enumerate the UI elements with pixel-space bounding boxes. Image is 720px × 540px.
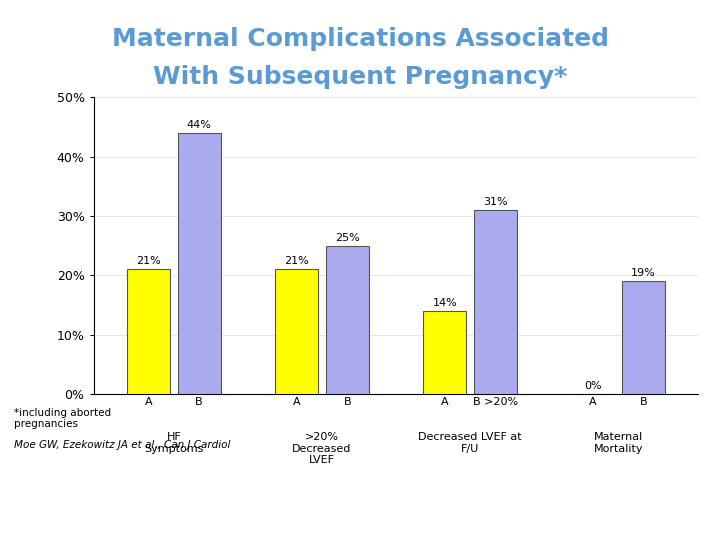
Text: 21%: 21% (136, 256, 161, 267)
Bar (325, 246, 369, 394)
Bar (127, 269, 170, 394)
Text: Decreased LVEF at
F/U: Decreased LVEF at F/U (418, 432, 522, 454)
Text: Heart Failure Guidelines: Heart Failure Guidelines (230, 500, 476, 518)
Text: With Subsequent Pregnancy*: With Subsequent Pregnancy* (153, 65, 567, 89)
Bar (178, 133, 221, 394)
Bar (622, 281, 665, 394)
Text: 0%: 0% (584, 381, 602, 391)
Text: 14%: 14% (433, 298, 457, 308)
Text: www.ccs.ca: www.ccs.ca (36, 502, 135, 516)
Bar (423, 311, 467, 394)
Bar (474, 210, 517, 394)
Text: 44%: 44% (186, 120, 212, 130)
Text: 21%: 21% (284, 256, 309, 267)
Text: Maternal Complications Associated: Maternal Complications Associated (112, 27, 608, 51)
Text: *including aborted
pregnancies: *including aborted pregnancies (14, 408, 112, 429)
Text: Maternal
Mortality: Maternal Mortality (593, 432, 643, 454)
Text: 31%: 31% (483, 197, 508, 207)
Text: 25%: 25% (335, 233, 359, 243)
Text: Moe GW, Ezekowitz JA et al., Can J Cardiol: Moe GW, Ezekowitz JA et al., Can J Cardi… (14, 440, 231, 450)
Text: HF
Symptoms: HF Symptoms (144, 432, 204, 454)
Text: 19%: 19% (631, 268, 656, 279)
Text: >20%
Decreased
LVEF: >20% Decreased LVEF (292, 432, 351, 465)
Bar (275, 269, 318, 394)
